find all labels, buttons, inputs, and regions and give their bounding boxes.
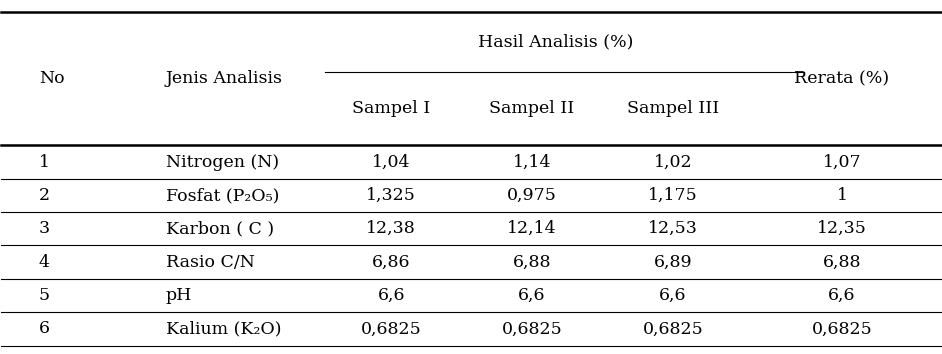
Text: 0,6825: 0,6825 bbox=[812, 320, 872, 337]
Text: 1,02: 1,02 bbox=[654, 154, 692, 171]
Text: 1,04: 1,04 bbox=[372, 154, 411, 171]
Text: Sampel III: Sampel III bbox=[626, 100, 719, 117]
Text: 1: 1 bbox=[39, 154, 50, 171]
Text: 1,07: 1,07 bbox=[822, 154, 861, 171]
Text: Rerata (%): Rerata (%) bbox=[794, 70, 889, 87]
Text: 12,14: 12,14 bbox=[507, 220, 557, 237]
Text: 6,89: 6,89 bbox=[654, 254, 692, 271]
Text: 1,175: 1,175 bbox=[648, 187, 698, 204]
Text: Sampel I: Sampel I bbox=[352, 100, 430, 117]
Text: 6,86: 6,86 bbox=[372, 254, 411, 271]
Text: 3: 3 bbox=[39, 220, 50, 237]
Text: 0,975: 0,975 bbox=[507, 187, 557, 204]
Text: 2: 2 bbox=[39, 187, 50, 204]
Text: pH: pH bbox=[166, 287, 192, 304]
Text: 6,6: 6,6 bbox=[659, 287, 687, 304]
Text: 12,35: 12,35 bbox=[817, 220, 867, 237]
Text: 1: 1 bbox=[836, 187, 848, 204]
Text: 0,6825: 0,6825 bbox=[502, 320, 562, 337]
Text: 6,6: 6,6 bbox=[828, 287, 855, 304]
Text: 4: 4 bbox=[39, 254, 50, 271]
Text: 6,88: 6,88 bbox=[512, 254, 551, 271]
Text: 6,6: 6,6 bbox=[518, 287, 545, 304]
Text: Rasio C/N: Rasio C/N bbox=[166, 254, 254, 271]
Text: No: No bbox=[39, 70, 65, 87]
Text: Nitrogen (N): Nitrogen (N) bbox=[166, 154, 279, 171]
Text: 12,53: 12,53 bbox=[648, 220, 698, 237]
Text: 1,14: 1,14 bbox=[512, 154, 551, 171]
Text: Fosfat (P₂O₅): Fosfat (P₂O₅) bbox=[166, 187, 279, 204]
Text: 12,38: 12,38 bbox=[366, 220, 416, 237]
Text: 5: 5 bbox=[39, 287, 50, 304]
Text: Kalium (K₂O): Kalium (K₂O) bbox=[166, 320, 282, 337]
Text: 6: 6 bbox=[39, 320, 50, 337]
Text: Karbon ( C ): Karbon ( C ) bbox=[166, 220, 274, 237]
Text: 0,6825: 0,6825 bbox=[642, 320, 704, 337]
Text: 6,88: 6,88 bbox=[822, 254, 861, 271]
Text: 6,6: 6,6 bbox=[378, 287, 405, 304]
Text: Sampel II: Sampel II bbox=[490, 100, 575, 117]
Text: Jenis Analisis: Jenis Analisis bbox=[166, 70, 283, 87]
Text: 0,6825: 0,6825 bbox=[361, 320, 421, 337]
Text: 1,325: 1,325 bbox=[366, 187, 416, 204]
Text: Hasil Analisis (%): Hasil Analisis (%) bbox=[478, 34, 633, 51]
